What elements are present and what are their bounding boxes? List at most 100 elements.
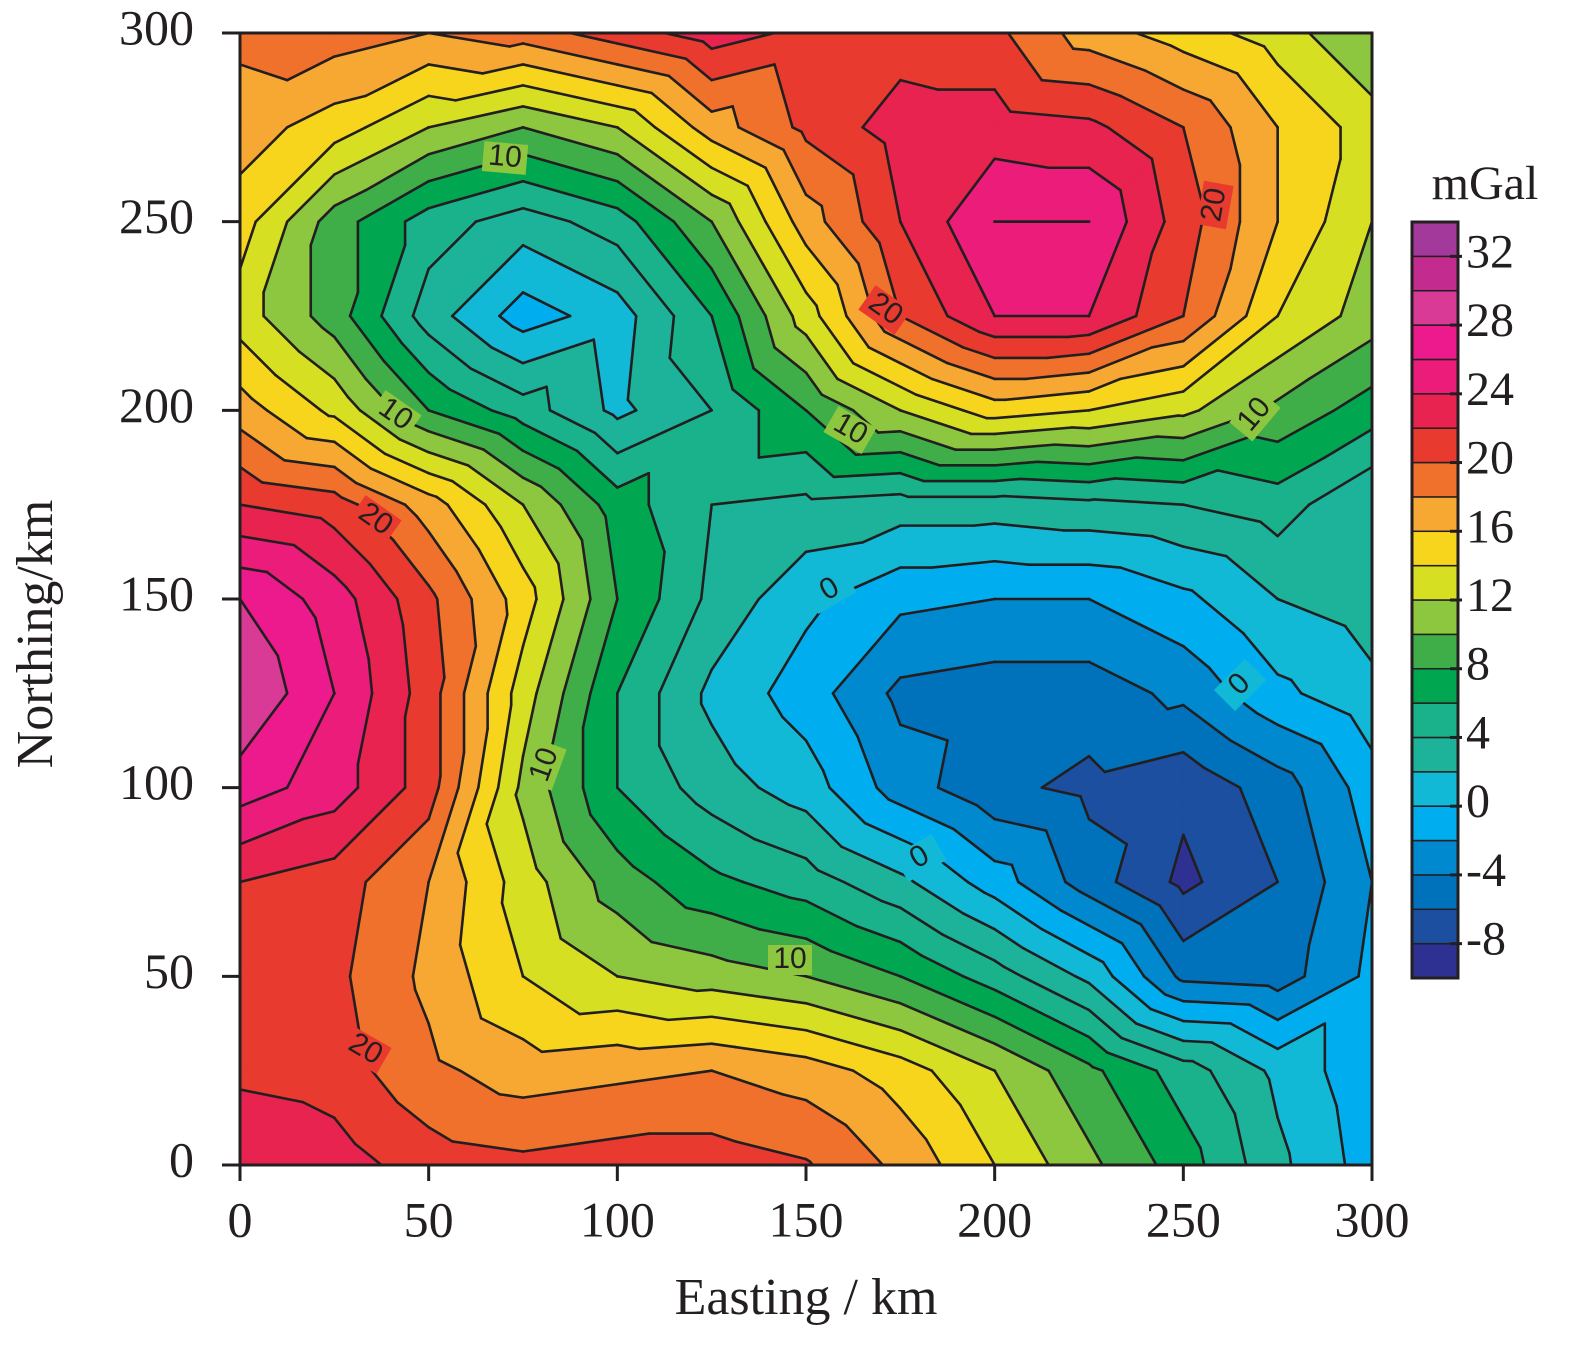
contour-line <box>498 1092 525 1099</box>
contour-line <box>757 550 808 601</box>
contour-line <box>1276 1116 1291 1155</box>
contour-line <box>521 503 560 565</box>
contour-line <box>1299 786 1317 846</box>
contour-line <box>498 314 514 328</box>
contour-line <box>1248 1003 1279 1022</box>
contour-line <box>500 880 506 905</box>
contour-line <box>540 1043 619 1054</box>
contour-line <box>403 503 419 518</box>
contour-line <box>1064 880 1081 893</box>
contour-line <box>728 202 740 223</box>
contour-line <box>435 495 449 506</box>
contour-line <box>993 817 1048 832</box>
contour-line <box>650 940 713 957</box>
contour-line <box>1087 953 1105 964</box>
contour-label-bg <box>338 1026 392 1074</box>
contour-line <box>1087 529 1154 538</box>
contour-line <box>815 304 821 318</box>
contour-line <box>887 798 902 807</box>
contour-line <box>403 206 430 223</box>
contour-line <box>427 584 436 595</box>
contour-line <box>616 84 653 95</box>
contour-line <box>993 409 1091 420</box>
contour-line <box>840 845 902 875</box>
contour-line <box>626 304 638 318</box>
contour-line <box>238 786 289 808</box>
y-tick-label: 200 <box>119 377 194 433</box>
contour-line <box>710 139 767 170</box>
contour-line <box>319 409 331 418</box>
contour-line <box>961 975 987 988</box>
contour-line <box>616 1069 713 1086</box>
colorbar-tick-label: -8 <box>1466 913 1506 966</box>
contour-line <box>1150 534 1185 548</box>
colorbar-band <box>1411 908 1459 945</box>
contour-line <box>370 1069 399 1104</box>
contour-line <box>914 393 965 412</box>
contour-line <box>1087 817 1129 846</box>
contour-line <box>356 179 430 223</box>
contour-line <box>309 314 324 330</box>
contour-line <box>262 220 289 294</box>
contour-line <box>885 692 894 704</box>
contour-line <box>446 503 480 551</box>
contour-line <box>1347 786 1355 808</box>
contour-line <box>1307 338 1374 381</box>
contour-line <box>863 821 902 841</box>
colorbar-band <box>1411 358 1459 395</box>
contour-line <box>521 152 577 171</box>
contour-line <box>1229 220 1242 271</box>
contour-line <box>391 538 430 587</box>
contour-line <box>710 954 729 962</box>
contour-line <box>340 496 360 506</box>
contour-line <box>398 438 430 454</box>
contour-line <box>657 550 666 601</box>
contour-line <box>1114 880 1162 907</box>
contour-line <box>899 1001 949 1025</box>
contour-fills <box>238 32 1373 1167</box>
contour-line <box>427 409 501 436</box>
contour-line <box>498 432 525 453</box>
contour-line <box>521 597 538 648</box>
contour-line <box>1262 45 1279 66</box>
contour-label-bg <box>858 285 912 335</box>
contour-line <box>917 660 996 676</box>
contour-line <box>380 314 404 345</box>
contour-line <box>395 597 405 627</box>
contour-line <box>1087 1062 1094 1069</box>
contour-line <box>1213 267 1232 318</box>
contour-line <box>1093 119 1110 129</box>
contour-line <box>427 31 511 48</box>
contour-line <box>1339 220 1374 318</box>
contour-line <box>458 943 471 978</box>
contour-line <box>993 477 1022 483</box>
contour-line <box>1060 31 1075 51</box>
contour-line <box>1040 754 1091 789</box>
contour-line <box>710 867 722 875</box>
contour-line <box>411 314 421 327</box>
contour-line <box>509 644 525 695</box>
contour-line <box>1259 520 1279 538</box>
contour-line <box>1087 498 1096 502</box>
contour-line <box>521 105 542 112</box>
contour-line <box>845 314 871 349</box>
contour-line <box>427 530 458 573</box>
contour-line <box>1087 597 1154 632</box>
contour-line <box>600 236 619 247</box>
contour-line <box>993 157 1050 170</box>
contour-line <box>467 975 483 1020</box>
contour-line <box>1182 314 1279 393</box>
contour-line <box>238 427 286 462</box>
contour-line <box>553 188 619 210</box>
contour-line <box>477 727 489 789</box>
contour-line <box>1168 833 1185 884</box>
contour-line <box>448 388 493 412</box>
contour-line <box>562 635 581 695</box>
contour-line <box>427 786 460 884</box>
contour-line <box>702 133 713 143</box>
contour-line <box>1182 1116 1202 1150</box>
contour-line <box>1182 126 1204 205</box>
contour-line <box>1216 469 1279 486</box>
contour-line <box>836 283 848 318</box>
contour-line <box>930 1069 962 1107</box>
